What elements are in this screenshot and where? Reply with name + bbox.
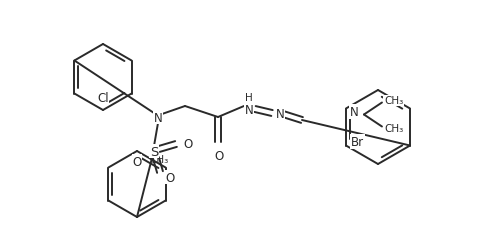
Text: CH₃: CH₃	[384, 96, 403, 106]
Text: Br: Br	[351, 136, 364, 148]
Text: N: N	[244, 103, 254, 116]
Text: O: O	[165, 171, 174, 184]
Text: N: N	[350, 106, 358, 118]
Text: CH₃: CH₃	[149, 154, 169, 164]
Text: O: O	[132, 156, 141, 168]
Text: O: O	[214, 150, 224, 162]
Text: Cl: Cl	[97, 92, 109, 104]
Text: O: O	[183, 137, 192, 150]
Text: CH₃: CH₃	[384, 124, 403, 134]
Text: N: N	[154, 111, 162, 124]
Text: N: N	[276, 107, 285, 120]
Text: H: H	[245, 93, 253, 102]
Text: S: S	[150, 145, 158, 158]
